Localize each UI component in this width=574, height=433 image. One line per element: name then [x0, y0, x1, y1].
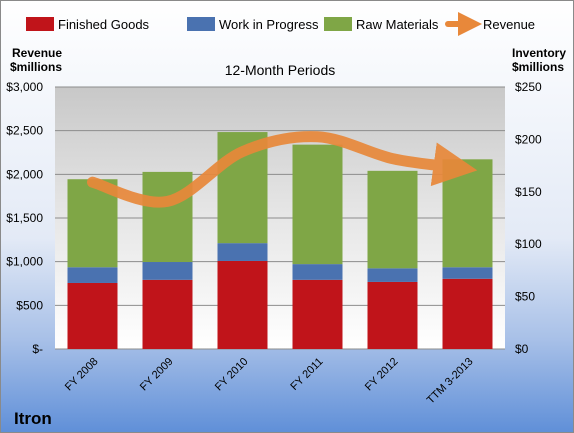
right-tick-label: $250: [515, 80, 542, 94]
chart-title: 12-Month Periods: [225, 62, 336, 78]
legend-label-work-in-progress: Work in Progress: [219, 17, 319, 32]
bar-work-in-progress: [67, 267, 118, 283]
bar-finished-goods: [442, 278, 493, 349]
right-tick-label: $0: [515, 342, 529, 356]
right-tick-label: $50: [515, 290, 535, 304]
company-name: Itron: [14, 409, 52, 428]
legend-swatch-work-in-progress: [187, 17, 215, 31]
left-axis-title-line-1: Revenue: [12, 46, 62, 60]
bar-work-in-progress: [367, 268, 418, 282]
right-axis-title-line-1: Inventory: [512, 46, 566, 60]
bar-raw-materials: [367, 170, 418, 269]
right-axis-ticks: $0 $50 $100 $150 $200 $250: [515, 80, 542, 356]
legend-label-finished-goods: Finished Goods: [58, 17, 150, 32]
legend-swatch-raw-materials: [324, 17, 352, 31]
right-tick-label: $200: [515, 132, 542, 146]
bar-finished-goods: [217, 260, 268, 349]
legend: Finished Goods Work in Progress Raw Mate…: [26, 12, 535, 36]
left-tick-label: $1,000: [6, 255, 43, 269]
bar-finished-goods: [67, 282, 118, 349]
left-tick-label: $2,000: [6, 167, 43, 181]
legend-swatch-finished-goods: [26, 17, 54, 31]
bar-work-in-progress: [217, 243, 268, 261]
left-tick-label: $2,500: [6, 124, 43, 138]
revenue-line: [87, 131, 478, 208]
bar-raw-materials: [292, 144, 343, 265]
bar-raw-materials: [442, 159, 493, 268]
left-tick-label: $-: [32, 342, 43, 356]
left-axis-title-line-2: $millions: [10, 60, 62, 74]
bar-finished-goods: [142, 279, 193, 349]
left-tick-label: $1,500: [6, 211, 43, 225]
bar-finished-goods: [367, 281, 418, 349]
bar-work-in-progress: [142, 262, 193, 280]
gridlines: [55, 86, 505, 350]
left-axis-ticks: $- $500 $1,000 $1,500 $2,000 $2,500 $3,000: [6, 80, 43, 356]
left-tick-label: $3,000: [6, 80, 43, 94]
right-tick-label: $100: [515, 237, 542, 251]
bar-work-in-progress: [292, 264, 343, 280]
left-tick-label: $500: [16, 298, 43, 312]
bar-work-in-progress: [442, 267, 493, 279]
bar-series: [67, 132, 493, 349]
bar-raw-materials: [142, 171, 193, 263]
right-tick-label: $150: [515, 185, 542, 199]
legend-label-raw-materials: Raw Materials: [356, 17, 439, 32]
bar-finished-goods: [292, 279, 343, 349]
right-axis-title-line-2: $millions: [512, 60, 564, 74]
legend-label-revenue: Revenue: [483, 17, 535, 32]
